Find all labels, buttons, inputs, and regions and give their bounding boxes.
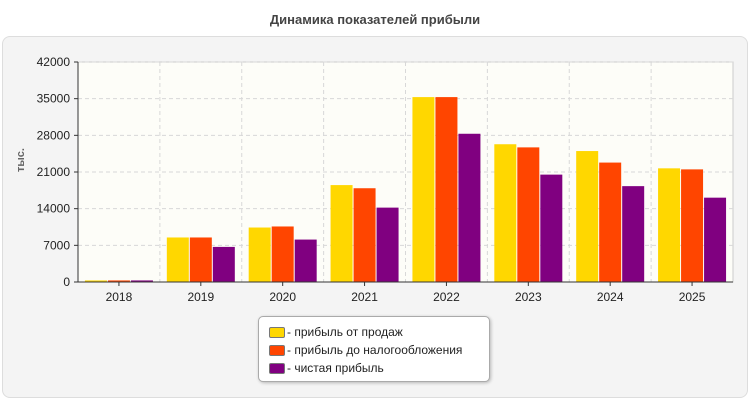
y-axis-label: тыс. [15, 148, 27, 172]
x-tick-label: 2022 [433, 290, 460, 304]
y-tick-label: 42000 [37, 55, 71, 69]
y-tick-label: 0 [63, 275, 70, 289]
bar-2021-series-2 [376, 207, 399, 282]
bar-2023-series-1 [517, 147, 540, 282]
bar-2018-series-1 [107, 280, 130, 282]
bar-2019-series-0 [166, 237, 189, 282]
x-tick-label: 2025 [679, 290, 706, 304]
bar-2025-series-0 [658, 168, 681, 282]
x-tick-label: 2018 [106, 290, 133, 304]
bar-2025-series-2 [704, 197, 727, 282]
y-tick-label: 14000 [37, 202, 71, 216]
legend-label-sales-profit: - прибыль от продаж [287, 325, 403, 339]
bar-2018-series-0 [84, 280, 107, 282]
bar-2023-series-0 [494, 144, 517, 282]
grid-lines [78, 61, 733, 282]
bar-2022-series-0 [412, 97, 435, 282]
y-tick-label: 35000 [37, 92, 71, 106]
bar-2025-series-1 [681, 169, 704, 282]
bar-2024-series-0 [576, 151, 599, 282]
y-tick-label: 21000 [37, 165, 71, 179]
x-tick-label: 2020 [269, 290, 296, 304]
legend-swatch-sales-profit [269, 326, 285, 338]
bar-2019-series-2 [212, 246, 235, 282]
bar-2020-series-2 [294, 239, 317, 282]
y-tick-label: 28000 [37, 128, 71, 142]
bar-2023-series-2 [540, 174, 563, 282]
bars-group [84, 97, 727, 282]
bar-2018-series-2 [130, 280, 153, 282]
chart-title: Динамика показателей прибыли [269, 12, 481, 27]
bar-2020-series-0 [248, 227, 271, 282]
bar-2022-series-2 [458, 133, 481, 282]
legend-label-net-profit: - чистая прибыль [287, 361, 384, 375]
bar-2020-series-1 [271, 226, 294, 282]
bar-2022-series-1 [435, 97, 458, 282]
bar-2021-series-1 [353, 188, 376, 282]
x-tick-label: 2024 [597, 290, 624, 304]
bar-2019-series-1 [189, 237, 212, 282]
legend-item-pretax-profit: - прибыль до налогообложения [269, 341, 489, 359]
bar-2021-series-0 [330, 185, 353, 282]
bar-2024-series-2 [622, 186, 645, 282]
legend-label-pretax-profit: - прибыль до налогообложения [287, 343, 463, 357]
legend: - прибыль от продаж - прибыль до налогоо… [258, 316, 490, 382]
x-tick-label: 2019 [187, 290, 214, 304]
y-axis-ticks: 0 7000 14000 21000 28000 35000 42000 [37, 55, 78, 289]
legend-swatch-pretax-profit [269, 344, 285, 356]
legend-item-net-profit: - чистая прибыль [269, 359, 489, 377]
legend-swatch-net-profit [269, 362, 285, 374]
x-tick-label: 2021 [351, 290, 378, 304]
bar-2024-series-1 [599, 162, 622, 282]
legend-item-sales-profit: - прибыль от продаж [269, 323, 489, 341]
x-tick-label: 2023 [515, 290, 542, 304]
y-tick-label: 7000 [43, 238, 70, 252]
x-axis-ticks: 2018 2019 2020 2021 2022 2023 2024 2025 [106, 282, 706, 304]
